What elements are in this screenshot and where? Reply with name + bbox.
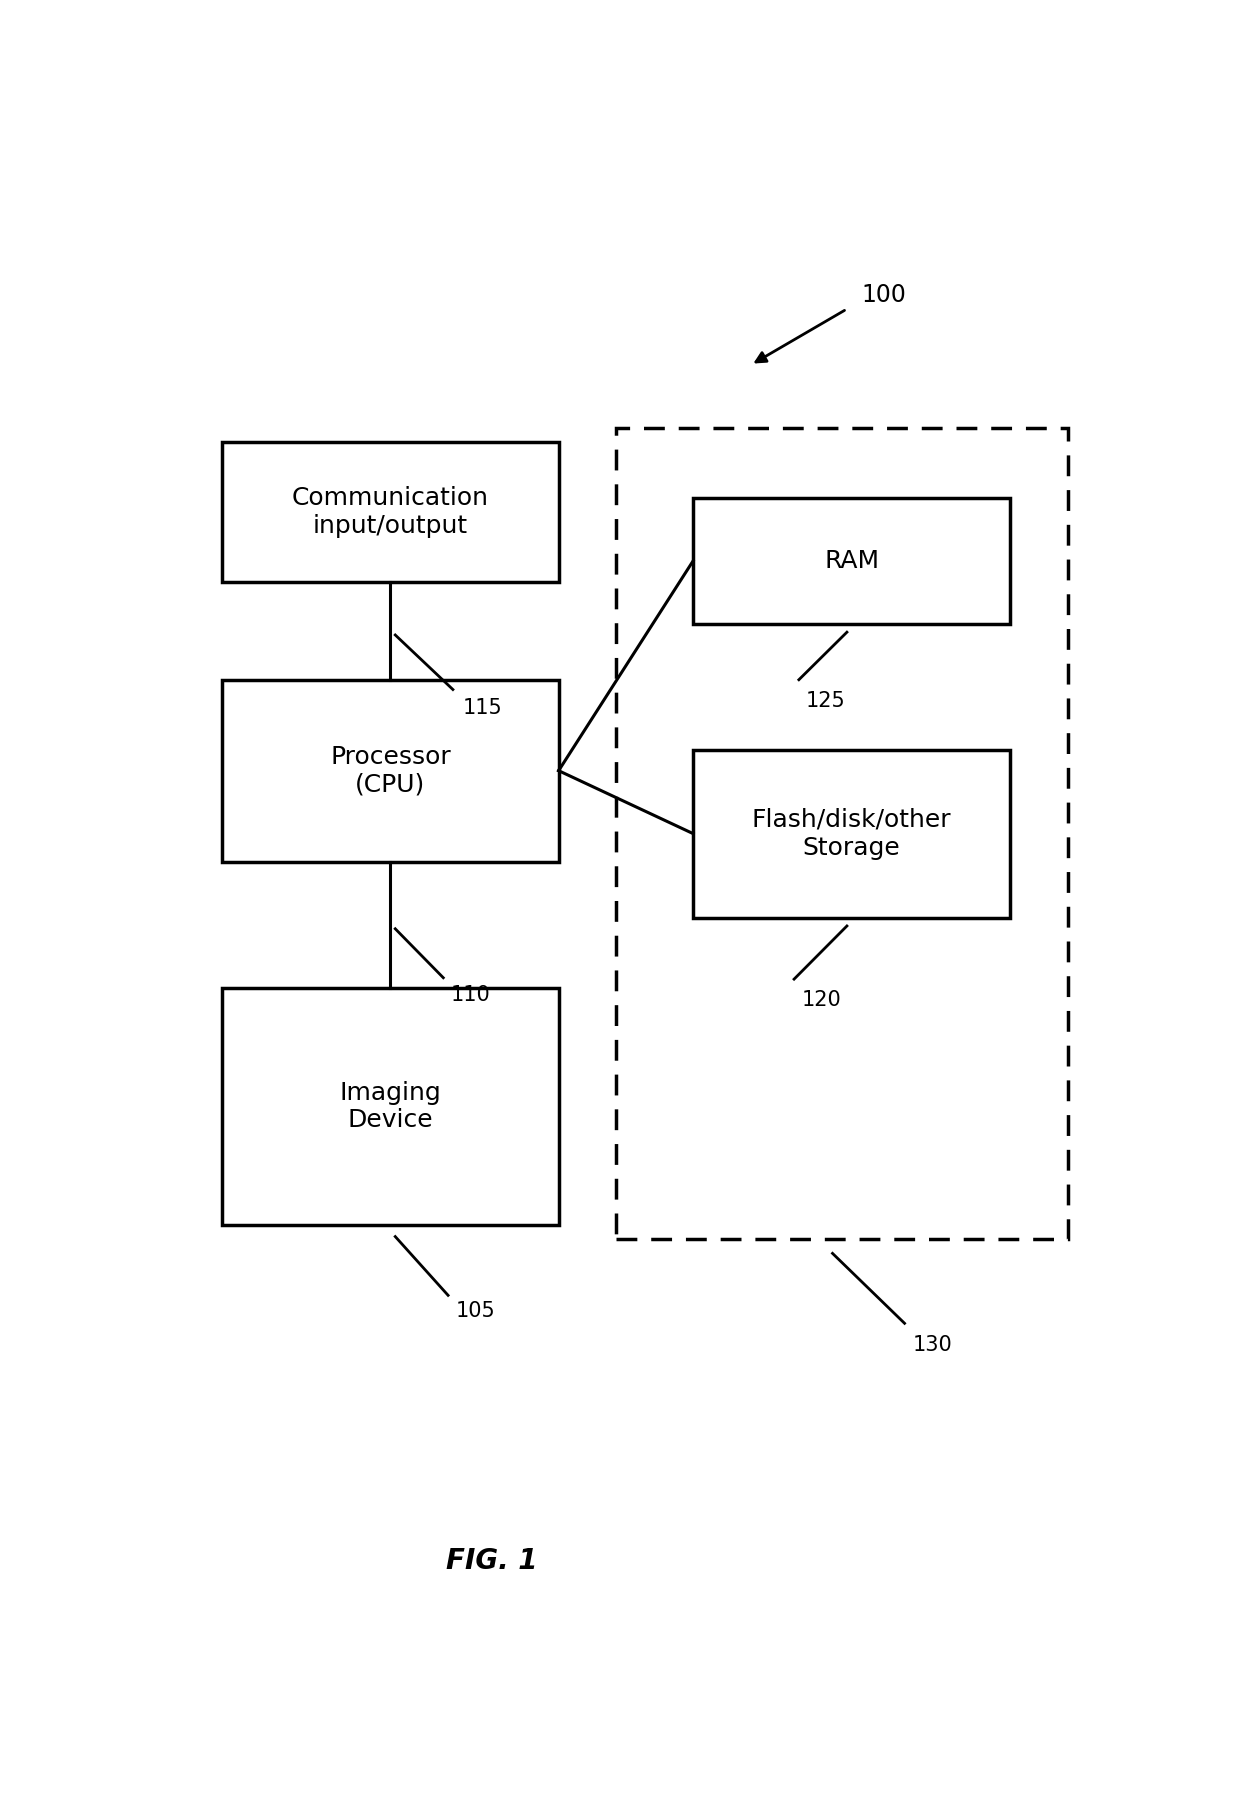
Bar xyxy=(693,750,1011,918)
Text: 115: 115 xyxy=(463,698,502,718)
Text: 125: 125 xyxy=(806,690,846,710)
Bar xyxy=(222,680,558,861)
Text: Processor
(CPU): Processor (CPU) xyxy=(330,745,451,796)
Bar xyxy=(693,498,1011,623)
Text: RAM: RAM xyxy=(825,549,879,572)
Text: Flash/disk/other
Storage: Flash/disk/other Storage xyxy=(751,809,951,859)
Text: 120: 120 xyxy=(802,990,842,1010)
Bar xyxy=(222,442,558,581)
Text: 100: 100 xyxy=(862,283,906,307)
Text: Imaging
Device: Imaging Device xyxy=(340,1081,441,1132)
Text: 130: 130 xyxy=(913,1334,952,1354)
Text: 105: 105 xyxy=(456,1301,496,1321)
Text: FIG. 1: FIG. 1 xyxy=(445,1546,537,1575)
Bar xyxy=(616,427,1068,1239)
Bar xyxy=(222,987,558,1225)
Text: Communication
input/output: Communication input/output xyxy=(291,485,489,538)
Text: 110: 110 xyxy=(451,985,491,1005)
